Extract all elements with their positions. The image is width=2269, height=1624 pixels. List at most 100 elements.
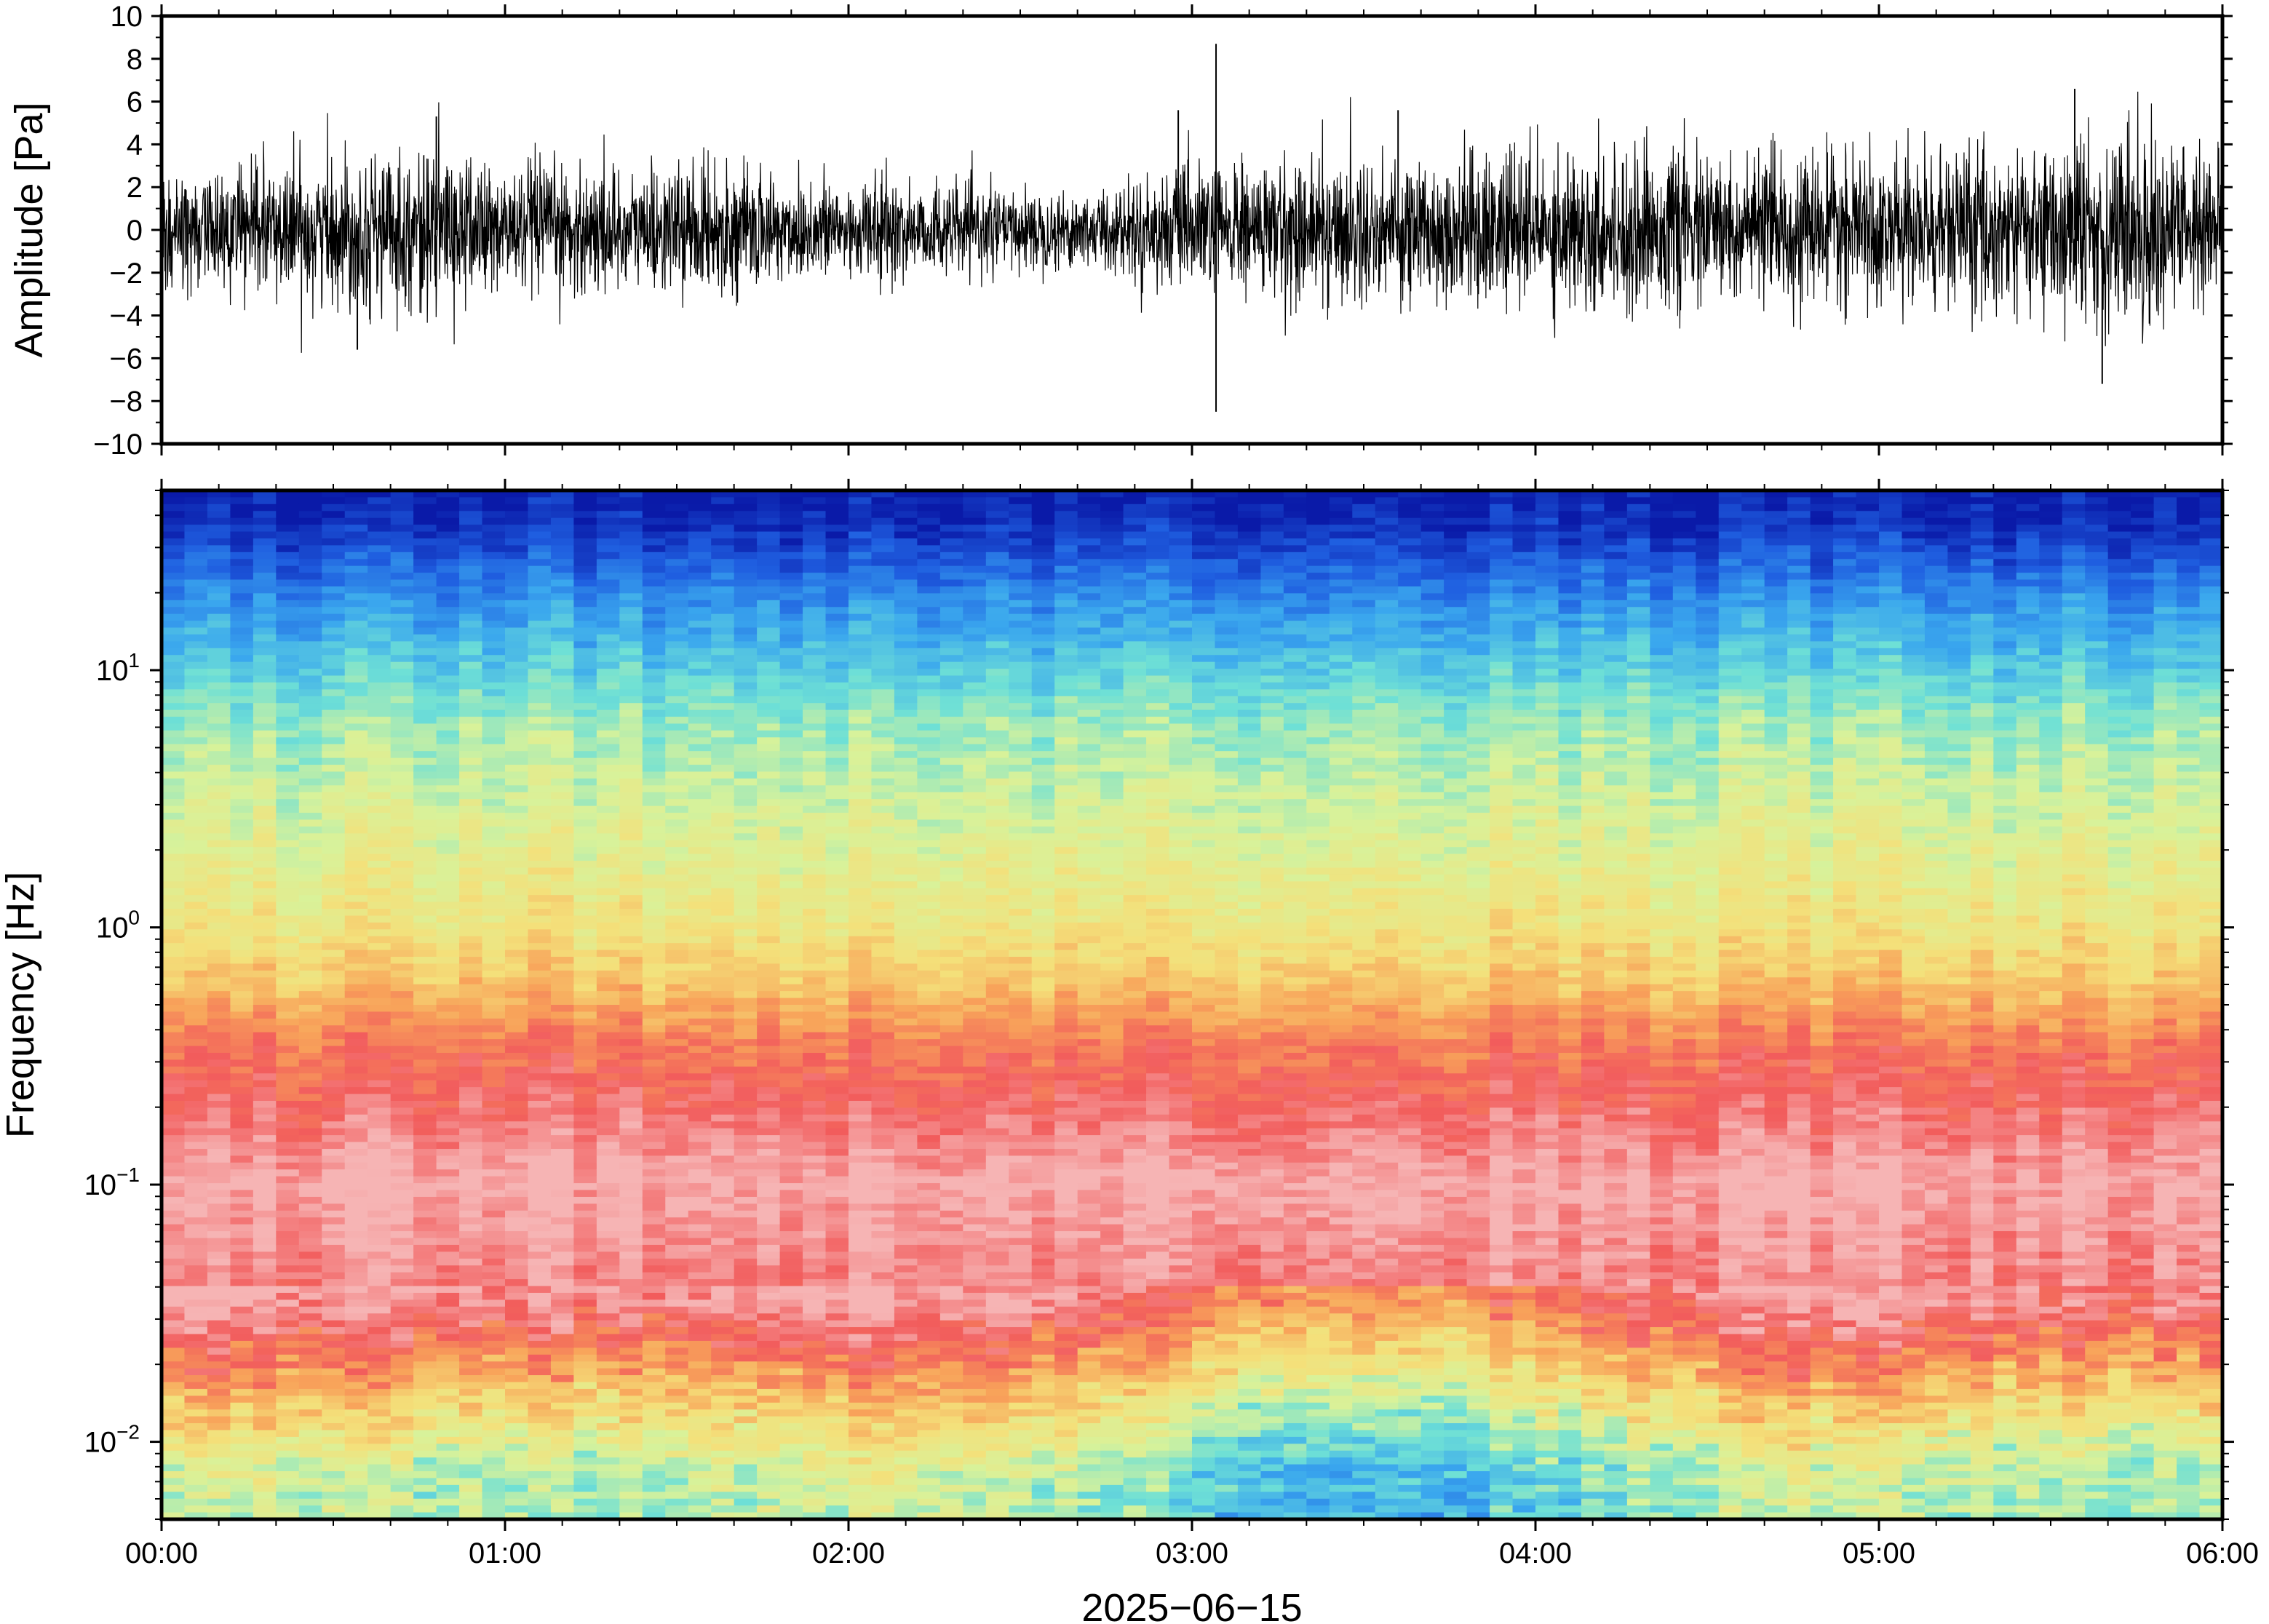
spectrogram-cell — [459, 525, 483, 533]
spectrogram-cell — [849, 833, 873, 841]
spectrogram-cell — [367, 895, 392, 903]
spectrogram-cell — [803, 552, 827, 560]
spectrogram-cell — [505, 579, 529, 587]
spectrogram-cell — [162, 901, 186, 909]
spectrogram-cell — [344, 826, 368, 834]
spectrogram-cell — [298, 1169, 322, 1177]
spectrogram-cell — [573, 1011, 597, 1019]
spectrogram-cell — [871, 627, 895, 635]
spectrogram-cell — [757, 819, 781, 827]
spectrogram-cell — [413, 1512, 437, 1519]
spectrogram-cell — [459, 545, 483, 553]
spectrogram-cell — [367, 1457, 392, 1465]
spectrogram-cell — [390, 1354, 414, 1362]
spectrogram-cell — [459, 1244, 483, 1252]
spectrogram-cell — [298, 1066, 322, 1074]
spectrogram-cell — [459, 1299, 483, 1307]
spectrogram-cell — [779, 1121, 803, 1129]
spectrogram-cell — [230, 1176, 254, 1184]
spectrogram-cell — [642, 1416, 666, 1424]
spectrogram-cell — [894, 957, 918, 965]
spectrogram-cell — [665, 573, 689, 581]
spectrogram-cell — [298, 621, 322, 629]
spectrogram-cell — [482, 1423, 506, 1431]
spectrogram-cell — [825, 1183, 849, 1191]
spectrogram-cell — [871, 1396, 895, 1404]
spectrogram-cell — [162, 1155, 186, 1163]
spectrogram-cell — [367, 1121, 392, 1129]
spectrogram-cell — [184, 895, 208, 903]
spectrogram-cell — [322, 1320, 346, 1328]
spectrogram-cell — [413, 1066, 437, 1074]
spectrogram-cell — [276, 1258, 300, 1266]
spectrogram-cell — [596, 1272, 620, 1280]
spectrogram-cell — [367, 1340, 392, 1348]
spectrogram-cell — [459, 805, 483, 813]
spectrogram-cell — [230, 621, 254, 629]
spectrogram-cell — [528, 1444, 552, 1452]
spectrogram-cell — [162, 545, 186, 553]
spectrogram-cell — [390, 593, 414, 601]
spectrogram-cell — [322, 1286, 346, 1294]
spectrogram-cell — [230, 669, 254, 677]
spectrogram-cell — [459, 819, 483, 827]
spectrogram-cell — [162, 621, 186, 629]
spectrogram-cell — [505, 1423, 529, 1431]
spectrogram-cell — [894, 1327, 918, 1335]
spectrogram-cell — [711, 1334, 735, 1342]
spectrogram-cell — [688, 819, 712, 827]
spectrogram-cell — [757, 991, 781, 999]
spectrogram-cell — [184, 1327, 208, 1335]
spectrogram-cell — [871, 1018, 895, 1026]
spectrogram-cell — [665, 853, 689, 861]
spectrogram-cell — [367, 1299, 392, 1307]
spectrogram-cell — [849, 1059, 873, 1067]
spectrogram-cell — [230, 648, 254, 656]
spectrogram-cell — [459, 1306, 483, 1314]
spectrogram-cell — [413, 1436, 437, 1444]
spectrogram-cell — [482, 771, 506, 779]
spectrogram-cell — [711, 1492, 735, 1500]
spectrogram-cell — [550, 1046, 574, 1054]
spectrogram-cell — [825, 805, 849, 813]
spectrogram-cell — [779, 819, 803, 827]
spectrogram-cell — [711, 1484, 735, 1492]
spectrogram-cell — [505, 1011, 529, 1019]
spectrogram-cell — [298, 1265, 322, 1273]
spectrogram-cell — [207, 1416, 231, 1424]
spectrogram-cell — [207, 867, 231, 875]
spectrogram-cell — [322, 771, 346, 779]
spectrogram-cell — [413, 970, 437, 978]
spectrogram-cell — [482, 737, 506, 745]
spectrogram-cell — [871, 525, 895, 533]
spectrogram-cell — [367, 792, 392, 800]
spectrogram-cell — [596, 1457, 620, 1465]
spectrogram-cell — [253, 799, 277, 807]
spectrogram-cell — [711, 751, 735, 759]
spectrogram-cell — [779, 703, 803, 711]
spectrogram-cell — [322, 586, 346, 594]
spectrogram-cell — [230, 1279, 254, 1287]
spectrogram-cell — [757, 1306, 781, 1314]
spectrogram-cell — [230, 1217, 254, 1225]
spectrogram-cell — [528, 799, 552, 807]
spectrogram-cell — [825, 1313, 849, 1321]
spectrogram-cell — [413, 1375, 437, 1383]
spectrogram-cell — [665, 909, 689, 917]
spectrogram-cell — [505, 901, 529, 909]
spectrogram-cell — [413, 1484, 437, 1492]
spectrogram-cell — [734, 915, 758, 923]
spectrogram-cell — [573, 1450, 597, 1458]
spectrogram-cell — [367, 517, 392, 525]
spectrogram-cell — [825, 1135, 849, 1143]
spectrogram-cell — [253, 888, 277, 896]
spectrogram-cell — [871, 661, 895, 669]
spectrogram-cell — [276, 744, 300, 752]
spectrogram-cell — [711, 1436, 735, 1444]
spectrogram-cell — [894, 490, 918, 498]
spectrogram-cell — [276, 1176, 300, 1184]
spectrogram-cell — [596, 1196, 620, 1204]
spectrogram-cell — [184, 579, 208, 587]
spectrogram-cell — [322, 1011, 346, 1019]
spectrogram-cell — [505, 1430, 529, 1438]
